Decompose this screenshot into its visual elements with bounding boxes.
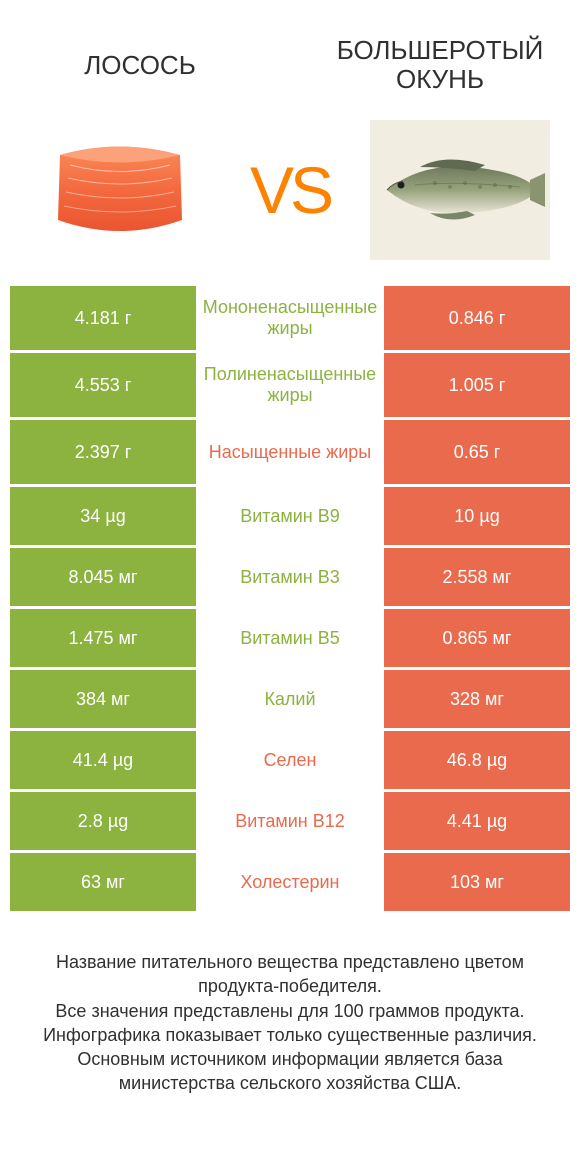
right-value: 2.558 мг xyxy=(384,548,570,606)
nutrient-label: Витамин B9 xyxy=(196,487,384,545)
table-row: 34 µgВитамин B910 µg xyxy=(10,487,570,545)
nutrient-label: Насыщенные жиры xyxy=(196,420,384,484)
left-value: 2.397 г xyxy=(10,420,196,484)
footer-line: Инфографика показывает только существенн… xyxy=(34,1023,546,1047)
right-value: 0.865 мг xyxy=(384,609,570,667)
nutrient-label: Селен xyxy=(196,731,384,789)
table-row: 1.475 мгВитамин B50.865 мг xyxy=(10,609,570,667)
right-value: 328 мг xyxy=(384,670,570,728)
bass-image xyxy=(370,120,550,260)
vs-label: VS xyxy=(250,152,330,228)
footer-line: Название питательного вещества представл… xyxy=(34,950,546,999)
right-title: БОЛЬШЕРОТЫЙ ОКУНЬ xyxy=(320,36,560,93)
footer-line: Основным источником информации является … xyxy=(34,1047,546,1096)
table-row: 8.045 мгВитамин B32.558 мг xyxy=(10,548,570,606)
bass-icon xyxy=(375,145,545,235)
left-value: 4.553 г xyxy=(10,353,196,417)
nutrient-label: Холестерин xyxy=(196,853,384,911)
nutrient-label: Витамин B5 xyxy=(196,609,384,667)
right-value: 103 мг xyxy=(384,853,570,911)
left-value: 63 мг xyxy=(10,853,196,911)
images-row: VS xyxy=(0,110,580,280)
comparison-table: 4.181 гМононенасыщенные жиры0.846 г4.553… xyxy=(10,280,570,911)
footer-line: Все значения представлены для 100 граммо… xyxy=(34,999,546,1023)
nutrient-label: Калий xyxy=(196,670,384,728)
right-value: 0.65 г xyxy=(384,420,570,484)
table-row: 2.397 гНасыщенные жиры0.65 г xyxy=(10,420,570,484)
nutrient-label: Витамин B12 xyxy=(196,792,384,850)
right-value: 4.41 µg xyxy=(384,792,570,850)
left-value: 41.4 µg xyxy=(10,731,196,789)
right-value: 0.846 г xyxy=(384,286,570,350)
left-value: 2.8 µg xyxy=(10,792,196,850)
table-row: 41.4 µgСелен46.8 µg xyxy=(10,731,570,789)
nutrient-label: Мононенасыщенные жиры xyxy=(196,286,384,350)
salmon-icon xyxy=(40,130,200,250)
right-value: 10 µg xyxy=(384,487,570,545)
nutrient-label: Витамин B3 xyxy=(196,548,384,606)
left-title: ЛОСОСЬ xyxy=(20,51,260,80)
table-row: 4.181 гМононенасыщенные жиры0.846 г xyxy=(10,286,570,350)
nutrient-label: Полиненасыщенные жиры xyxy=(196,353,384,417)
left-value: 8.045 мг xyxy=(10,548,196,606)
table-row: 4.553 гПолиненасыщенные жиры1.005 г xyxy=(10,353,570,417)
table-row: 63 мгХолестерин103 мг xyxy=(10,853,570,911)
left-value: 1.475 мг xyxy=(10,609,196,667)
header: ЛОСОСЬ БОЛЬШЕРОТЫЙ ОКУНЬ xyxy=(0,0,580,110)
salmon-image xyxy=(30,120,210,260)
table-row: 2.8 µgВитамин B124.41 µg xyxy=(10,792,570,850)
right-value: 1.005 г xyxy=(384,353,570,417)
left-value: 384 мг xyxy=(10,670,196,728)
footer: Название питательного вещества представл… xyxy=(0,914,580,1096)
left-value: 34 µg xyxy=(10,487,196,545)
table-row: 384 мгКалий328 мг xyxy=(10,670,570,728)
left-value: 4.181 г xyxy=(10,286,196,350)
right-value: 46.8 µg xyxy=(384,731,570,789)
